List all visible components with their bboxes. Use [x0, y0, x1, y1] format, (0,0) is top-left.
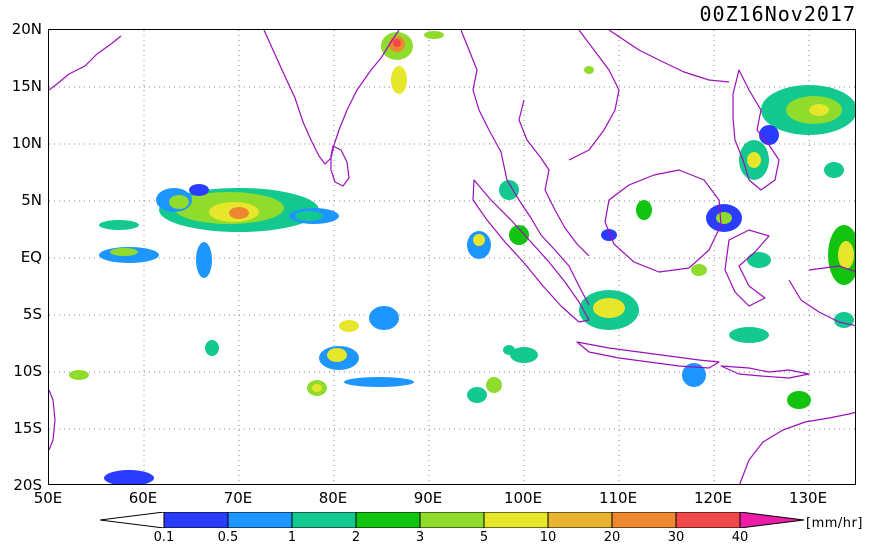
- lat-label-15s: 15S: [13, 419, 42, 437]
- colorbar-min-arrow: [100, 512, 165, 528]
- lon-label-80e: 80E: [318, 489, 348, 507]
- rain-cluster-bay-of-bengal: [381, 31, 444, 94]
- colorbar-tick-0-1: 0.1: [153, 530, 175, 544]
- colorbar-bin-1: [163, 512, 229, 528]
- colorbar-bin-2: [227, 512, 293, 528]
- lat-label-15n: 15N: [11, 77, 42, 95]
- coastline-australia: [739, 411, 855, 484]
- map-title: 00Z16Nov2017: [699, 2, 856, 26]
- coastline-myanmar: [460, 30, 590, 306]
- colorbar-tick-3: 3: [415, 530, 425, 544]
- lat-label-eq: EQ: [20, 248, 42, 266]
- precipitation-field: [69, 31, 855, 484]
- colorbar-bin-4: [355, 512, 421, 528]
- colorbar-tick-20: 20: [603, 530, 621, 544]
- lon-label-110e: 110E: [598, 489, 638, 507]
- colorbar-bin-5: [419, 512, 485, 528]
- lon-label-60e: 60E: [128, 489, 158, 507]
- colorbar-bin-7: [547, 512, 613, 528]
- coastline-malay-peninsula: [518, 99, 590, 257]
- coastline-sulawesi: [724, 229, 770, 307]
- colorbar-bin-3: [291, 512, 357, 528]
- lon-label-100e: 100E: [503, 489, 543, 507]
- coastline-arabia: [49, 35, 122, 91]
- lat-label-10n: 10N: [11, 134, 42, 152]
- rain-cluster-southwest: [104, 470, 154, 484]
- map-canvas: [49, 30, 855, 484]
- coastline-lesser-sunda: [720, 365, 810, 379]
- lon-label-120e: 120E: [693, 489, 733, 507]
- rain-cluster-central-south: [69, 306, 414, 396]
- colorbar-tick-10: 10: [539, 530, 557, 544]
- colorbar: [100, 512, 805, 528]
- colorbar-max-arrow: [739, 512, 805, 528]
- lat-label-20n: 20N: [11, 20, 42, 38]
- coastline-africa: [49, 389, 56, 451]
- coastlines: [49, 30, 855, 484]
- lat-label-5s: 5S: [22, 305, 42, 323]
- colorbar-tick-2: 2: [351, 530, 361, 544]
- colorbar-bin-8: [611, 512, 677, 528]
- map-plot-area: [48, 29, 856, 485]
- coastline-china-coast: [608, 30, 730, 83]
- colorbar-bin-9: [675, 512, 741, 528]
- lat-label-5n: 5N: [21, 191, 42, 209]
- coastline-java: [576, 341, 720, 369]
- graticule-grid: [49, 30, 855, 484]
- colorbar-units: [mm/hr]: [806, 516, 863, 531]
- lon-label-70e: 70E: [223, 489, 253, 507]
- coastline-sri-lanka: [330, 145, 350, 187]
- lon-label-130e: 130E: [788, 489, 828, 507]
- coastline-sumatra: [472, 179, 590, 323]
- lat-label-20s: 20S: [13, 476, 42, 494]
- rain-cluster-west-band: [99, 184, 339, 278]
- lon-label-90e: 90E: [413, 489, 443, 507]
- coastline-indochina: [568, 30, 620, 161]
- colorbar-tick-5: 5: [479, 530, 489, 544]
- rain-cluster-maritime-continent: [467, 180, 855, 409]
- colorbar-tick-40: 40: [731, 530, 749, 544]
- colorbar-bin-6: [483, 512, 549, 528]
- colorbar-tick-30: 30: [667, 530, 685, 544]
- coastline-borneo: [604, 169, 722, 273]
- colorbar-tick-0-5: 0.5: [217, 530, 239, 544]
- coastline-new-guinea: [788, 265, 855, 327]
- lat-label-10s: 10S: [13, 362, 42, 380]
- colorbar-tick-1: 1: [287, 530, 297, 544]
- lon-label-50e: 50E: [33, 489, 63, 507]
- rain-cluster-philippines: [584, 66, 855, 180]
- coastline-philippines: [732, 69, 780, 191]
